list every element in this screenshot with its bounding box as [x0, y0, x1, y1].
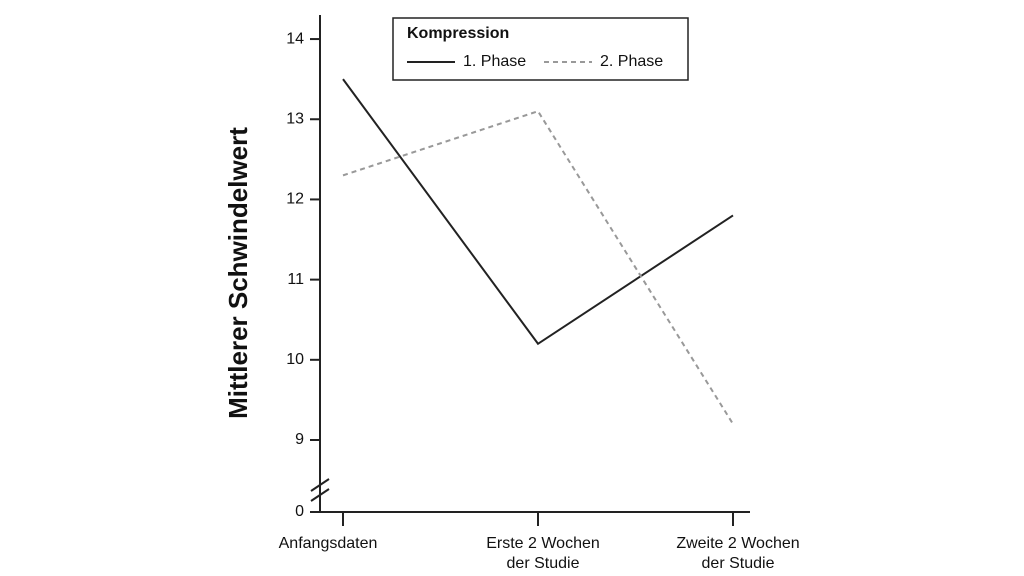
y-tick-label: 13 — [286, 110, 304, 127]
axis-break — [310, 478, 330, 492]
x-tick-label: Zweite 2 Wochen — [676, 535, 799, 552]
legend-label: 2. Phase — [600, 53, 663, 70]
y-tick-label: 12 — [286, 191, 304, 208]
y-tick-label: 14 — [286, 30, 304, 47]
y-tick-label: 9 — [295, 431, 304, 448]
data-line — [342, 78, 734, 346]
axis-break — [310, 488, 330, 502]
data-line — [342, 110, 734, 425]
x-tick-label: der Studie — [507, 555, 580, 572]
y-tick-label: 10 — [286, 351, 304, 368]
x-tick-label: der Studie — [702, 555, 775, 572]
y-tick-label: 0 — [295, 503, 304, 520]
legend-label: 1. Phase — [463, 53, 526, 70]
y-axis-label: Mittlerer Schwindelwert — [223, 127, 253, 419]
legend-box — [392, 17, 689, 81]
legend-title: Kompression — [407, 25, 509, 42]
x-tick-label: Anfangsdaten — [279, 535, 378, 552]
x-tick-label: Erste 2 Wochen — [486, 535, 600, 552]
y-tick-label: 11 — [287, 271, 304, 288]
